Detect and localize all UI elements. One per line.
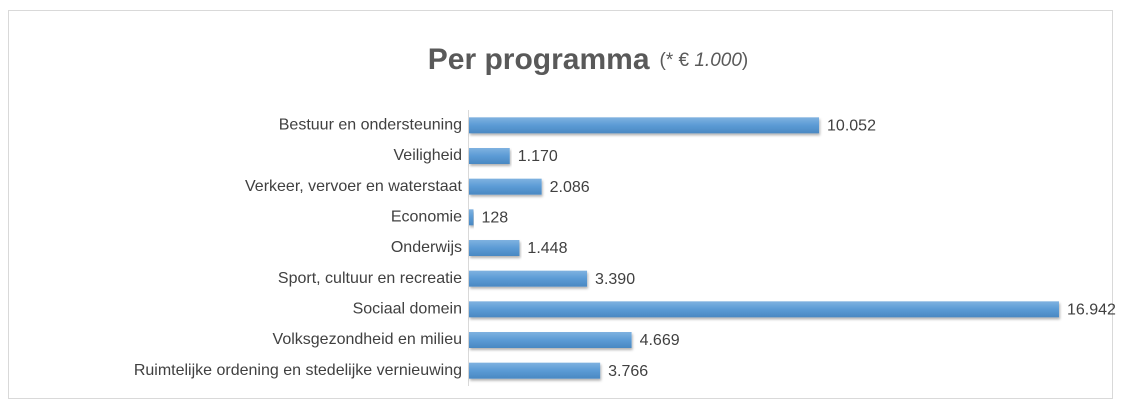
category-label: Onderwijs bbox=[391, 239, 462, 256]
bar bbox=[469, 362, 601, 379]
value-label: 2.086 bbox=[550, 179, 590, 196]
category-label: Sport, cultuur en recreatie bbox=[278, 270, 462, 287]
category-label: Bestuur en ondersteuning bbox=[279, 117, 462, 134]
bar bbox=[469, 148, 510, 164]
bar bbox=[469, 209, 474, 226]
value-label: 1.448 bbox=[527, 240, 567, 257]
value-label: 128 bbox=[481, 210, 508, 227]
value-label: 4.669 bbox=[640, 332, 680, 349]
bar bbox=[469, 117, 820, 134]
category-label: Volksgezondheid en milieu bbox=[273, 331, 462, 348]
bar bbox=[469, 240, 520, 256]
category-label: Sociaal domein bbox=[353, 301, 462, 318]
value-label: 3.390 bbox=[595, 271, 635, 288]
subtitle-part: 1.000 bbox=[694, 50, 742, 71]
bar bbox=[469, 270, 588, 287]
chart-title: Per programma bbox=[428, 43, 650, 76]
value-label: 16.942 bbox=[1067, 302, 1116, 319]
bar bbox=[469, 332, 632, 348]
subtitle-part: (* € bbox=[660, 50, 695, 71]
value-label: 10.052 bbox=[827, 118, 876, 135]
subtitle-part: ) bbox=[742, 50, 748, 71]
chart-title-group: Per programma (* € 1.000) bbox=[428, 43, 748, 76]
category-label: Verkeer, vervoer en waterstaat bbox=[245, 178, 463, 195]
category-label: Veiligheid bbox=[394, 147, 463, 164]
category-label: Ruimtelijke ordening en stedelijke verni… bbox=[134, 362, 462, 379]
bar bbox=[469, 178, 542, 195]
value-label: 3.766 bbox=[608, 363, 648, 380]
value-label: 1.170 bbox=[518, 148, 558, 165]
category-label: Economie bbox=[391, 209, 462, 226]
bar bbox=[469, 301, 1059, 318]
